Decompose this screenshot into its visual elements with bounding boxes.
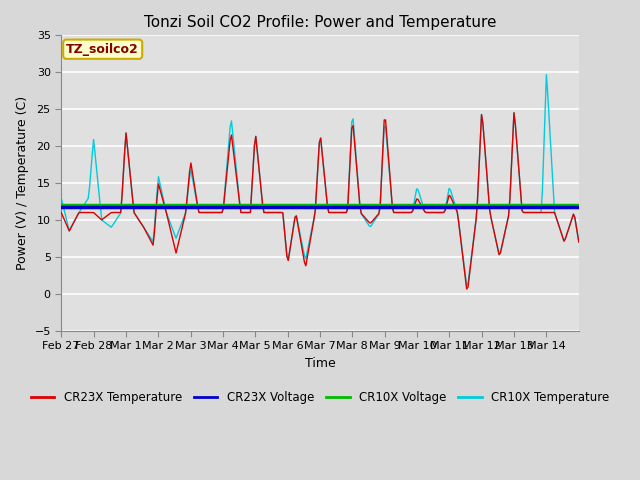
Y-axis label: Power (V) / Temperature (C): Power (V) / Temperature (C) <box>16 96 29 270</box>
Title: Tonzi Soil CO2 Profile: Power and Temperature: Tonzi Soil CO2 Profile: Power and Temper… <box>144 15 496 30</box>
X-axis label: Time: Time <box>305 357 335 370</box>
Text: TZ_soilco2: TZ_soilco2 <box>67 43 139 56</box>
Legend: CR23X Temperature, CR23X Voltage, CR10X Voltage, CR10X Temperature: CR23X Temperature, CR23X Voltage, CR10X … <box>26 387 614 409</box>
